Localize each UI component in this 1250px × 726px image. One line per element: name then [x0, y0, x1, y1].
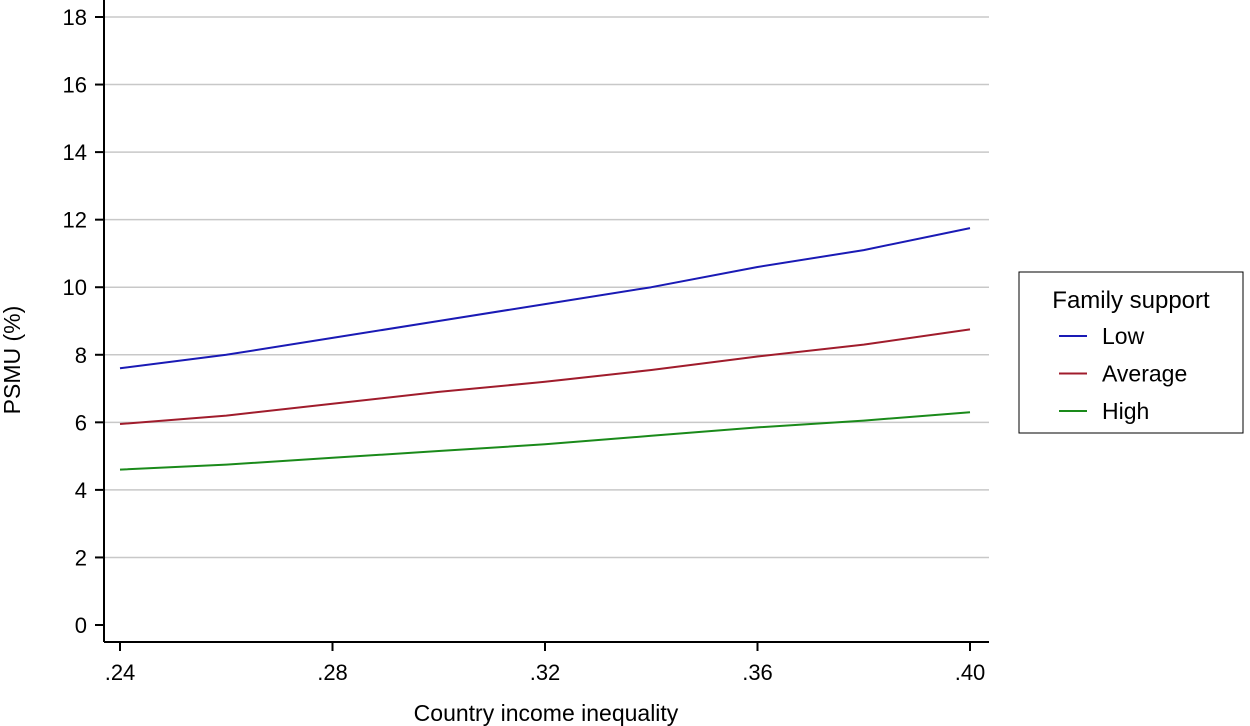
legend-label-high: High: [1102, 398, 1149, 424]
y-tick-label: 4: [75, 478, 87, 503]
x-axis-ticks: .24 .28 .32 .36 .40: [105, 642, 986, 685]
series-line-low: [119, 227, 971, 370]
y-tick-label: 16: [63, 73, 87, 98]
y-tick-label: 12: [63, 208, 87, 233]
x-tick-label: .40: [955, 660, 986, 685]
series-lines: [119, 227, 971, 471]
y-axis-label: PSMU (%): [0, 306, 25, 415]
x-tick-label: .24: [105, 660, 136, 685]
y-tick-label: 18: [63, 5, 87, 30]
x-tick-label: .32: [530, 660, 561, 685]
x-tick-label: .28: [317, 660, 348, 685]
y-tick-label: 2: [75, 545, 87, 570]
legend-label-low: Low: [1102, 323, 1145, 349]
gridlines: [104, 16, 989, 559]
series-line-high: [119, 411, 971, 471]
y-tick-label: 6: [75, 410, 87, 435]
y-tick-label: 14: [63, 140, 87, 165]
y-tick-label: 8: [75, 343, 87, 368]
y-tick-label: 10: [63, 275, 87, 300]
x-axis-label: Country income inequality: [414, 700, 679, 726]
y-axis-ticks: 0 2 4 6 8 10 12 14 16 18: [63, 5, 104, 638]
x-tick-label: .36: [742, 660, 773, 685]
series-line-average: [119, 328, 971, 425]
legend: Family support Low Average High: [1018, 271, 1244, 434]
legend-label-average: Average: [1102, 361, 1187, 387]
y-tick-label: 0: [75, 613, 87, 638]
legend-box: [1018, 271, 1244, 434]
axes: [103, 0, 989, 643]
legend-title: Family support: [1052, 287, 1210, 314]
